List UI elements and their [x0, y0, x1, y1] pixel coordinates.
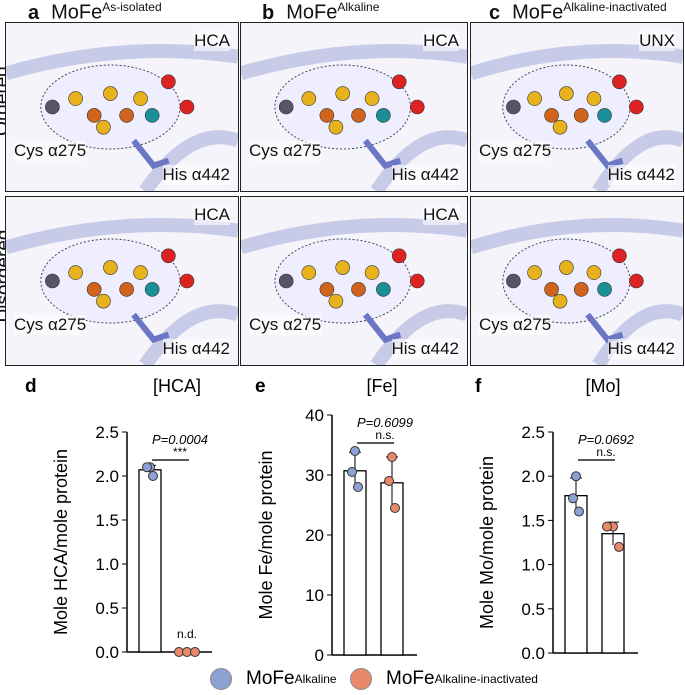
panel-letter: d: [25, 376, 37, 397]
data-point: [390, 503, 400, 513]
structure-panel-b-ordered: HCA Cys α275 His α442: [240, 22, 468, 192]
y-tick-label: 0.5: [521, 600, 545, 619]
y-tick-label: 40: [305, 406, 324, 425]
y-tick-label: 2.5: [95, 423, 119, 442]
cys-label: Cys α275: [14, 315, 87, 335]
data-point: [148, 471, 158, 481]
p-value: P=0.0004: [152, 432, 208, 447]
y-axis-label: Mole Mo/mole protein: [477, 456, 497, 629]
cys-label: Cys α275: [249, 315, 322, 335]
cofactor-density-image: [241, 44, 467, 191]
bar: [343, 470, 367, 656]
data-point: [574, 506, 584, 517]
y-tick-label: 0.0: [521, 644, 545, 663]
cofactor-density-image: [6, 218, 238, 365]
cofactor-density-image: [471, 218, 683, 365]
chart-title: [HCA]: [153, 376, 201, 396]
structure-panel-c-disordered: Cys α275 His α442: [470, 196, 684, 366]
ligand-label: UNX: [639, 31, 675, 51]
data-point: [387, 452, 397, 462]
y-tick-label: 1.5: [521, 511, 545, 530]
bar: [138, 469, 162, 653]
y-tick-label: 0.5: [95, 599, 119, 618]
y-tick-label: 0.0: [95, 643, 119, 662]
y-axis-label: Mole Fe/mole protein: [256, 450, 276, 619]
panel-letter: f: [475, 376, 482, 397]
data-point: [571, 471, 581, 482]
cys-label: Cys α275: [479, 315, 552, 335]
y-tick-label: 20: [305, 526, 324, 545]
panel-letter: e: [255, 376, 266, 397]
cofactor-density-image: [241, 218, 467, 365]
y-tick-label: 1.0: [95, 555, 119, 574]
data-point: [142, 462, 152, 473]
chart-title: [Mo]: [585, 376, 620, 396]
his-label: His α442: [391, 165, 459, 185]
y-tick-label: 0: [315, 646, 324, 665]
p-value: P=0.0692: [578, 432, 635, 447]
significance: ***: [173, 445, 187, 459]
his-label: His α442: [607, 339, 675, 359]
column-header-b: b MoFeAlkaline: [262, 0, 380, 24]
legend-swatch: [210, 668, 232, 690]
y-tick-label: 30: [305, 466, 324, 485]
significance: n.s.: [375, 428, 394, 442]
data-point: [347, 467, 357, 477]
structure-panel-b-disordered: HCA Cys α275 His α442: [240, 196, 468, 366]
his-label: His α442: [162, 339, 230, 359]
cys-label: Cys α275: [249, 141, 322, 161]
data-point: [602, 521, 612, 532]
cofactor-density-image: [6, 44, 238, 191]
legend-swatch: [350, 668, 372, 690]
y-tick-label: 10: [305, 586, 324, 605]
column-header-c: c MoFeAlkaline-inactivated: [489, 0, 667, 24]
his-label: His α442: [607, 165, 675, 185]
data-point: [353, 482, 363, 492]
legend-item-alkaline: MoFe Alkaline: [210, 668, 337, 690]
column-header-a: a MoFeAs-isolated: [28, 0, 162, 24]
y-axis-label: Mole HCA/mole protein: [51, 449, 71, 635]
structure-panel-a-disordered: HCA Cys α275 His α442: [5, 196, 239, 366]
y-tick-label: 1.5: [95, 511, 119, 530]
ligand-label: HCA: [423, 205, 459, 225]
ligand-label: HCA: [194, 31, 230, 51]
significance: n.s.: [596, 445, 615, 459]
chart-title: [Fe]: [366, 376, 397, 396]
cofactor-density-image: [471, 44, 683, 191]
structure-panel-c-ordered: UNX Cys α275 His α442: [470, 22, 684, 192]
data-point: [568, 493, 578, 504]
his-label: His α442: [391, 339, 459, 359]
his-label: His α442: [162, 165, 230, 185]
annotation: n.d.: [177, 627, 197, 641]
legend-item-alkaline-inactivated: MoFe Alkaline-inactivated: [350, 668, 538, 690]
ligand-label: HCA: [194, 205, 230, 225]
data-point: [190, 647, 200, 657]
y-tick-label: 1.0: [521, 556, 545, 575]
ligand-label: HCA: [423, 31, 459, 51]
data-point: [614, 541, 624, 552]
p-value: P=0.6099: [357, 415, 413, 430]
data-point: [350, 446, 360, 456]
structure-panel-a-ordered: HCA Cys α275 His α442: [5, 22, 239, 192]
y-tick-label: 2.0: [95, 467, 119, 486]
cys-label: Cys α275: [479, 141, 552, 161]
bar: [564, 494, 588, 654]
y-tick-label: 2.5: [521, 423, 545, 442]
cys-label: Cys α275: [14, 141, 87, 161]
y-tick-label: 2.0: [521, 467, 545, 486]
data-point: [384, 476, 394, 486]
